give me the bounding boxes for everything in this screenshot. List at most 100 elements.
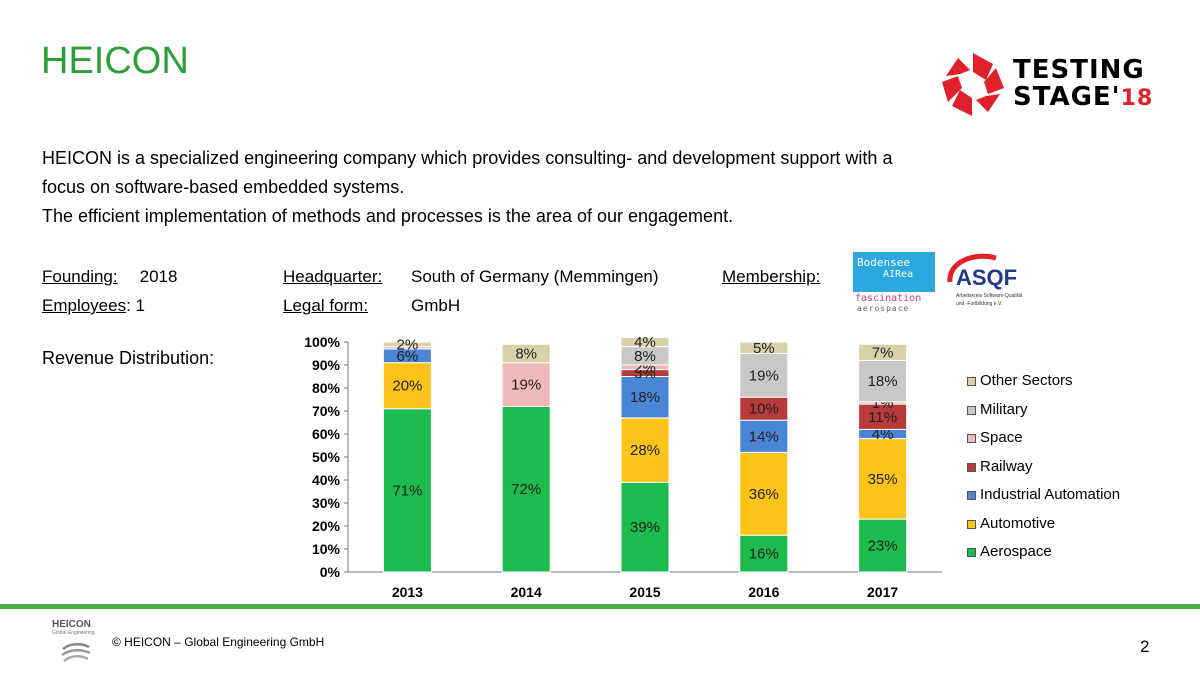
hq-value: South of Germany (Memmingen)	[411, 267, 659, 286]
intro-line-1: HEICON is a specialized engineering comp…	[42, 148, 893, 168]
membership-label: Membership:	[722, 267, 821, 286]
testing-stage-line1: TESTING	[1013, 55, 1145, 85]
x-tick-label: 2014	[511, 584, 542, 600]
y-tick-label: 20%	[312, 518, 341, 534]
bar-segment-aerospace	[382, 408, 432, 573]
data-label: 8%	[515, 346, 537, 363]
asqf-logo: ASQF Arbeitskreis Software-Qualität und …	[944, 250, 1034, 315]
bar-segment-space	[501, 362, 551, 407]
bar-segment-aerospace	[858, 518, 908, 573]
data-label: 18%	[630, 389, 660, 406]
x-tick-label: 2013	[392, 584, 423, 600]
bar-segment-aerospace	[501, 405, 551, 573]
legal-label: Legal form:	[283, 296, 369, 315]
data-label: 11%	[868, 409, 897, 426]
bar-segment-other-sectors	[858, 343, 908, 361]
bar-segment-industrial-automation	[620, 376, 670, 419]
employees-value: : 1	[126, 296, 146, 315]
data-label: 19%	[511, 377, 541, 394]
data-label: 18%	[868, 373, 898, 390]
data-label: 23%	[868, 538, 898, 555]
data-label: 4%	[634, 334, 656, 351]
legend-label: Railway	[980, 457, 1033, 475]
facts-col-2: Headquarter: Legal form:	[283, 262, 382, 320]
legend-swatch	[967, 434, 976, 443]
data-label: 35%	[868, 471, 898, 488]
employees-label: Employees	[42, 296, 127, 315]
bar-segment-aerospace	[739, 534, 789, 573]
legend-label: Aerospace	[980, 543, 1052, 560]
testing-stage-mark-icon	[942, 53, 1004, 116]
testing-stage-logo: TESTING STAGE'18	[938, 50, 1168, 120]
bar-segment-military	[858, 359, 908, 403]
data-label: 7%	[872, 344, 894, 361]
founding-label: Founding:	[42, 267, 118, 286]
bar-segment-other-sectors	[501, 343, 551, 364]
facts-col-4: Membership:	[722, 262, 820, 291]
x-tick-label: 2017	[867, 584, 898, 600]
data-label: 2%	[397, 336, 419, 353]
legend-label: Other Sectors	[980, 372, 1073, 389]
intro-line-3: The efficient implementation of methods …	[42, 206, 734, 226]
y-tick-label: 70%	[312, 403, 341, 419]
y-tick-label: 10%	[312, 541, 341, 557]
y-tick-label: 100%	[304, 334, 340, 350]
data-label: 20%	[392, 378, 422, 395]
y-tick-label: 30%	[312, 495, 341, 511]
bar-segment-automotive	[858, 438, 908, 520]
bar-segment-railway	[858, 403, 908, 430]
page-number: 2	[1140, 637, 1150, 656]
page-title: HEICON	[41, 40, 189, 82]
y-tick-label: 90%	[312, 357, 341, 373]
legend-swatch	[967, 491, 976, 500]
data-label: 28%	[630, 442, 660, 459]
x-tick-label: 2016	[748, 584, 779, 600]
heicon-footer-logo: HEICON Global Engineering	[50, 619, 102, 669]
legal-value: GmbH	[411, 296, 461, 315]
asqf-swoosh-icon	[947, 253, 997, 283]
testing-stage-line2: STAGE'18	[1013, 82, 1154, 112]
data-label: 10%	[749, 401, 779, 418]
bar-segment-military	[739, 353, 789, 398]
bodensee-airea-logo: Bodensee AIRea fascination aerospace	[853, 252, 935, 314]
bar-segment-other-sectors	[620, 336, 670, 348]
data-label: 4%	[872, 426, 894, 443]
bar-segment-automotive	[739, 451, 789, 536]
footer-divider	[0, 604, 1200, 609]
data-label: 19%	[749, 367, 779, 384]
bar-segment-automotive	[382, 362, 432, 410]
y-tick-label: 0%	[320, 564, 341, 580]
legend-label: Automotive	[980, 514, 1056, 532]
legend-swatch	[967, 519, 976, 529]
data-label: 39%	[630, 519, 660, 536]
bar-segment-aerospace	[620, 481, 670, 573]
data-label: 14%	[749, 428, 779, 445]
hq-label: Headquarter:	[283, 267, 383, 286]
bar-segment-other-sectors	[382, 341, 432, 348]
x-tick-label: 2015	[629, 584, 660, 600]
legend-swatch	[967, 405, 976, 415]
facts-col-1: Founding: 2018 Employees: 1	[42, 262, 177, 320]
founding-value: 2018	[139, 267, 178, 286]
data-label: 72%	[511, 481, 541, 498]
legend-label: Industrial Automation	[980, 486, 1121, 503]
facts-col-3: South of Germany (Memmingen) GmbH	[411, 262, 659, 320]
data-label: 71%	[392, 482, 422, 499]
legend-swatch	[967, 377, 976, 386]
copyright-text: © HEICON – Global Engineering GmbH	[112, 635, 325, 649]
legend-label: Space	[980, 429, 1023, 446]
data-label: 36%	[749, 486, 779, 503]
bar-segment-other-sectors	[739, 341, 789, 354]
intro-line-2: focus on software-based embedded systems…	[42, 177, 405, 197]
legend-swatch	[967, 548, 976, 557]
y-tick-label: 60%	[312, 426, 341, 442]
y-tick-label: 50%	[312, 449, 341, 465]
data-label: 5%	[753, 340, 775, 357]
y-tick-label: 40%	[312, 472, 341, 488]
y-tick-label: 80%	[312, 380, 341, 396]
data-label: 6%	[397, 348, 419, 365]
data-label: 16%	[749, 546, 779, 563]
data-label: 8%	[634, 348, 656, 365]
revenue-label: Revenue Distribution:	[42, 348, 215, 368]
